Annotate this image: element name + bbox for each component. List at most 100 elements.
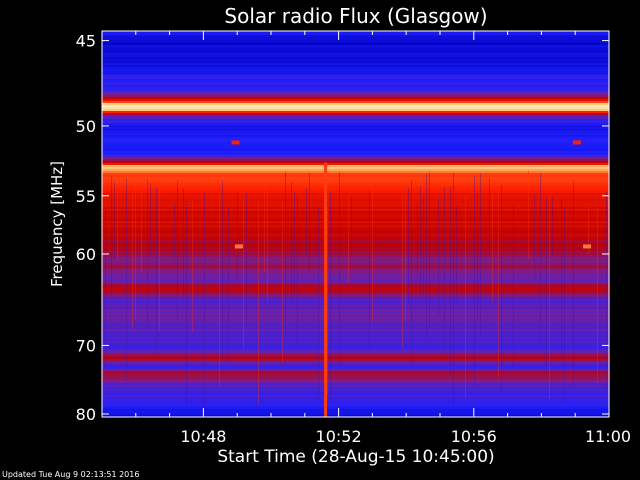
spectrum-row — [102, 255, 609, 257]
striation — [480, 173, 481, 338]
spectrum-row — [102, 141, 609, 143]
striation — [450, 186, 451, 376]
spectrum-row — [102, 167, 609, 169]
spectrum-row — [102, 91, 609, 93]
spectrum-row — [102, 409, 609, 411]
spectrum-row — [102, 243, 609, 245]
spectrum-row — [102, 79, 609, 81]
spectrum-row — [102, 179, 609, 181]
spectrum-row — [102, 291, 609, 293]
spectrum-row — [102, 59, 609, 61]
spectrum-row — [102, 187, 609, 189]
striation — [402, 187, 403, 349]
spectrum-row — [102, 393, 609, 395]
spectrum-row — [102, 297, 609, 299]
striation — [246, 193, 247, 327]
spectrum-row — [102, 285, 609, 287]
striation — [408, 188, 409, 304]
spectrum-row — [102, 269, 609, 271]
spectrum-row — [102, 405, 609, 407]
spectrum-row — [102, 99, 609, 101]
striation — [318, 206, 319, 399]
striation — [117, 189, 118, 262]
spectrum-row — [102, 327, 609, 329]
spectrum-row — [102, 303, 609, 305]
striation — [177, 180, 178, 321]
striation — [513, 203, 514, 369]
x-tick-label: 10:56 — [451, 427, 497, 446]
striation — [348, 193, 349, 284]
striation — [114, 182, 115, 259]
spectrum-row — [102, 275, 609, 277]
striation — [111, 176, 112, 295]
striation — [552, 197, 553, 258]
spectrum-row — [102, 367, 609, 369]
spectrum-row — [102, 363, 609, 365]
spectrum-row — [102, 185, 609, 187]
spectrum-row — [102, 131, 609, 133]
spectrum-row — [102, 293, 609, 295]
spectrum-row — [102, 31, 609, 33]
striation — [597, 207, 598, 384]
striation — [219, 193, 220, 388]
x-tick-label: 10:52 — [316, 427, 362, 446]
spectrum-row — [102, 165, 609, 167]
striation — [411, 179, 412, 363]
striation — [465, 196, 466, 398]
spectrum-row — [102, 61, 609, 63]
spectrum-row — [102, 225, 609, 227]
spectrum-row — [102, 175, 609, 177]
spectrum-row — [102, 217, 609, 219]
spectrum-row — [102, 377, 609, 379]
spectrum-row — [102, 311, 609, 313]
spectrum-row — [102, 351, 609, 353]
striation — [501, 185, 502, 395]
striation — [183, 189, 184, 300]
spectrum-row — [102, 145, 609, 147]
spectrum-row — [102, 273, 609, 275]
spectrum-row — [102, 95, 609, 97]
striation — [330, 192, 331, 404]
spectrum-row — [102, 89, 609, 91]
spectrum-row — [102, 199, 609, 201]
spectrum-row — [102, 371, 609, 373]
striation — [534, 193, 535, 279]
striation — [372, 173, 373, 322]
spectrum-row — [102, 121, 609, 123]
x-tick-label: 11:00 — [585, 427, 631, 446]
spectrum-row — [102, 381, 609, 383]
spectrum-row — [102, 211, 609, 213]
spectrum-row — [102, 191, 609, 193]
spectrum-row — [102, 395, 609, 397]
spectrum-row — [102, 55, 609, 57]
spectrum-row — [102, 281, 609, 283]
striation — [429, 172, 430, 329]
spectrum-row — [102, 119, 609, 121]
spectrum-row — [102, 193, 609, 195]
spectrum-row — [102, 359, 609, 361]
spectrum-row — [102, 149, 609, 151]
spectrum-row — [102, 329, 609, 331]
spectrum-row — [102, 151, 609, 153]
striation — [453, 172, 454, 410]
spectrum-row — [102, 245, 609, 247]
x-axis-label: Start Time (28-Aug-15 10:45:00) — [217, 447, 494, 467]
spectrum-row — [102, 229, 609, 231]
spectrum-row — [102, 203, 609, 205]
spectrum-row — [102, 173, 609, 175]
spectrum-row — [102, 287, 609, 289]
spectrum-row — [102, 347, 609, 349]
striation — [423, 196, 424, 295]
striation — [474, 176, 475, 389]
spectrum-row — [102, 201, 609, 203]
y-tick-label: 50 — [76, 117, 96, 136]
spectrum-row — [102, 337, 609, 339]
striation — [306, 187, 307, 255]
spectrum-row — [102, 63, 609, 65]
spectrum-row — [102, 277, 609, 279]
striation — [528, 170, 529, 259]
burst-spot — [572, 140, 581, 145]
spectrum-row — [102, 93, 609, 95]
spectrum-row — [102, 283, 609, 285]
spectrum-row — [102, 247, 609, 249]
